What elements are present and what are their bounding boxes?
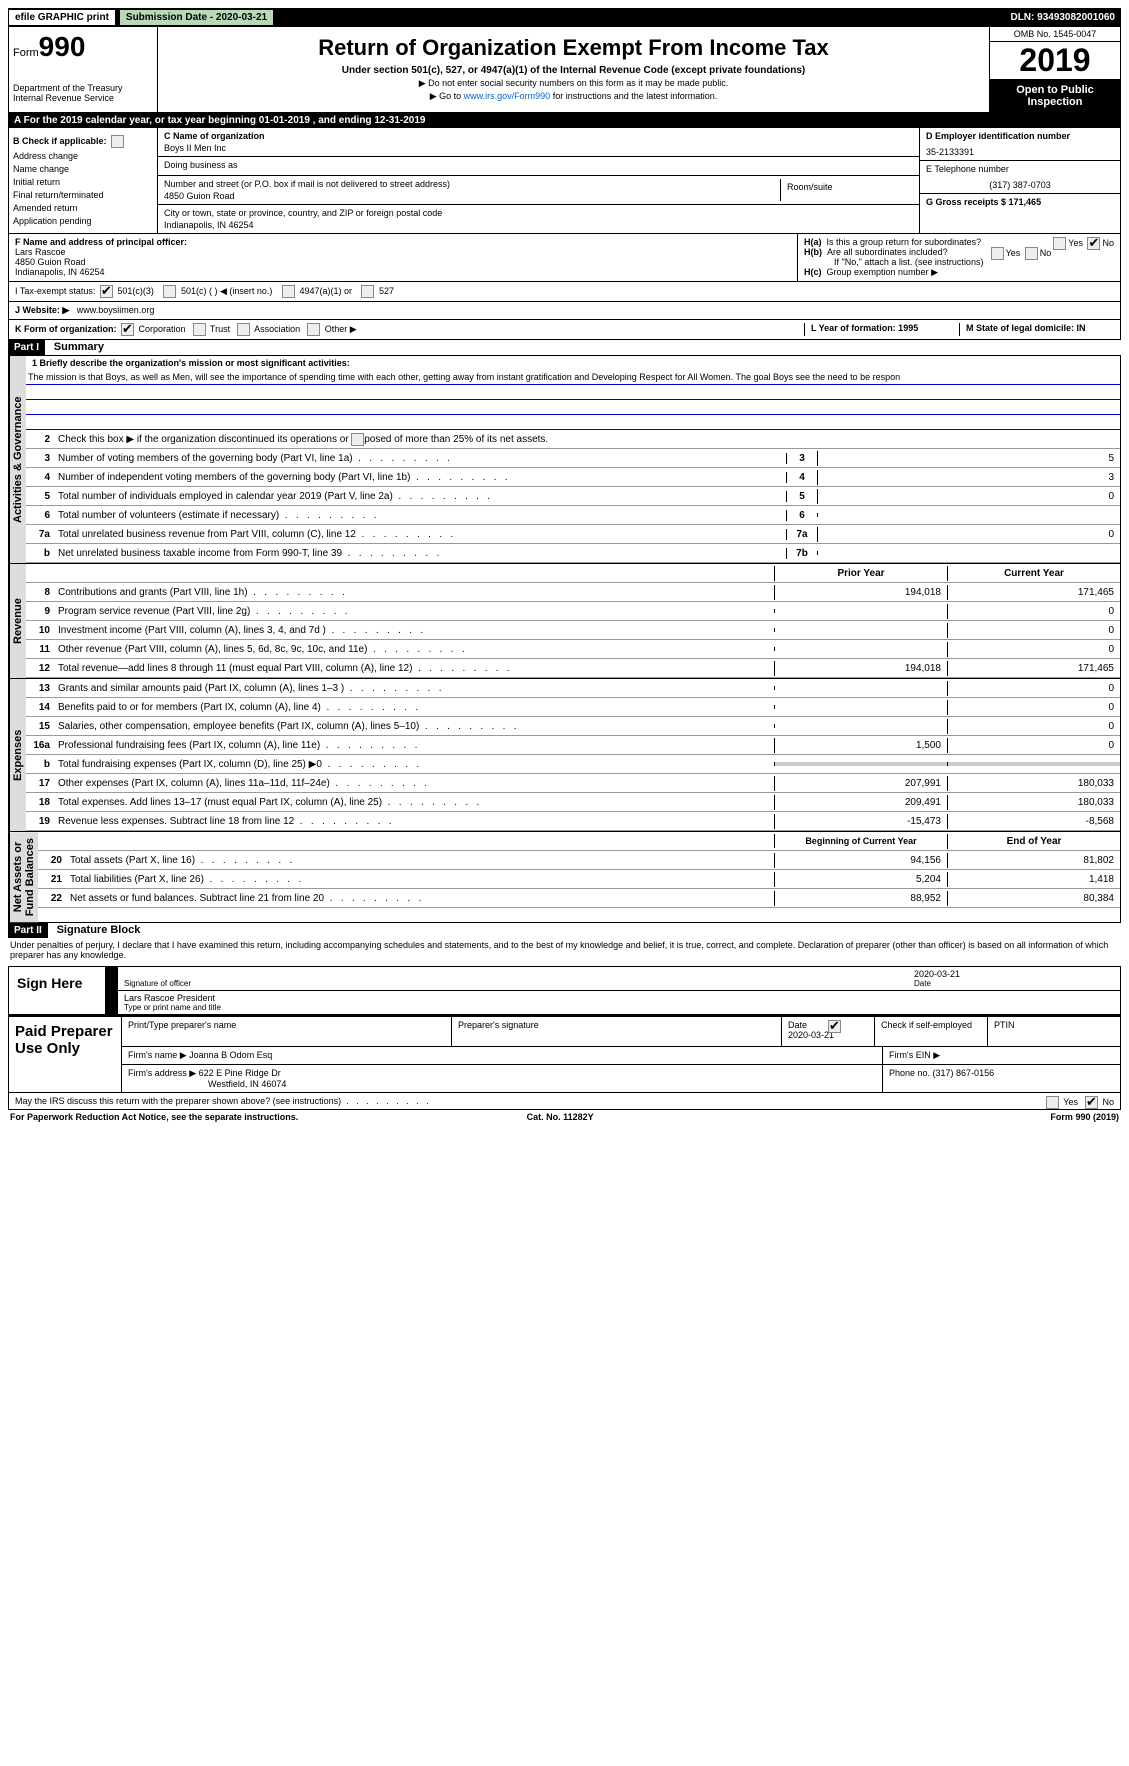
top-bar: efile GRAPHIC print Submission Date - 20… <box>8 8 1121 26</box>
expenses-section: Expenses 13Grants and similar amounts pa… <box>8 679 1121 832</box>
part1-header: Part I Summary <box>8 340 1121 355</box>
netassets-section: Net Assets or Fund Balances Beginning of… <box>8 832 1121 923</box>
note1: ▶ Do not enter social security numbers o… <box>164 78 983 89</box>
summary-row: 7aTotal unrelated business revenue from … <box>26 525 1120 544</box>
summary-row: 21Total liabilities (Part X, line 26)5,2… <box>38 870 1120 889</box>
summary-row: 8Contributions and grants (Part VIII, li… <box>26 583 1120 602</box>
summary-row: 22Net assets or fund balances. Subtract … <box>38 889 1120 908</box>
summary-row: 14Benefits paid to or for members (Part … <box>26 698 1120 717</box>
vtab-net: Net Assets or Fund Balances <box>9 832 38 922</box>
row-a: A For the 2019 calendar year, or tax yea… <box>8 113 1121 128</box>
officer-name-title: Lars Rascoe President <box>124 993 215 1003</box>
summary-row: 13Grants and similar amounts paid (Part … <box>26 679 1120 698</box>
row-f-h: F Name and address of principal officer:… <box>8 234 1121 282</box>
form-header: Form990 Department of the Treasury Inter… <box>8 26 1121 113</box>
note2: ▶ Go to www.irs.gov/Form990 for instruct… <box>164 91 983 102</box>
city: Indianapolis, IN 46254 <box>164 220 913 230</box>
summary-row: 4Number of independent voting members of… <box>26 468 1120 487</box>
omb: OMB No. 1545-0047 <box>990 27 1120 42</box>
part2-header: Part II Signature Block <box>8 923 1121 938</box>
summary-row: 15Salaries, other compensation, employee… <box>26 717 1120 736</box>
summary-row: 20Total assets (Part X, line 16)94,15681… <box>38 851 1120 870</box>
dept: Department of the Treasury Internal Reve… <box>13 83 153 103</box>
sign-here-block: Sign Here Signature of officer 2020-03-2… <box>8 966 1121 1016</box>
dln: DLN: 93493082001060 <box>1010 12 1121 23</box>
efile-label: efile GRAPHIC print <box>8 9 116 26</box>
checkbox[interactable] <box>111 135 124 148</box>
form-title: Return of Organization Exempt From Incom… <box>162 35 985 61</box>
vtab-revenue: Revenue <box>9 564 26 678</box>
ein: 35-2133391 <box>926 147 1114 157</box>
summary-row: 17Other expenses (Part IX, column (A), l… <box>26 774 1120 793</box>
irs-link[interactable]: www.irs.gov/Form990 <box>464 91 551 101</box>
may-irs-row: May the IRS discuss this return with the… <box>8 1093 1121 1110</box>
open-inspection: Open to Public Inspection <box>990 80 1120 112</box>
declaration: Under penalties of perjury, I declare th… <box>8 938 1121 962</box>
tax-year: 2019 <box>990 42 1120 80</box>
summary-row: 16aProfessional fundraising fees (Part I… <box>26 736 1120 755</box>
summary-row: 12Total revenue—add lines 8 through 11 (… <box>26 659 1120 678</box>
summary-row: bTotal fundraising expenses (Part IX, co… <box>26 755 1120 774</box>
header-middle: Return of Organization Exempt From Incom… <box>158 27 989 112</box>
summary-row: 9Program service revenue (Part VIII, lin… <box>26 602 1120 621</box>
summary-row: 11Other revenue (Part VIII, column (A), … <box>26 640 1120 659</box>
revenue-section: Revenue Prior YearCurrent Year 8Contribu… <box>8 564 1121 679</box>
submission-date: Submission Date - 2020-03-21 <box>120 10 273 25</box>
summary-row: 18Total expenses. Add lines 13–17 (must … <box>26 793 1120 812</box>
form-number: 990 <box>39 31 86 62</box>
footer: For Paperwork Reduction Act Notice, see … <box>8 1110 1121 1124</box>
website: www.boysiimen.org <box>77 305 155 315</box>
col-b-right: D Employer identification number 35-2133… <box>919 128 1120 233</box>
form-subtitle: Under section 501(c), 527, or 4947(a)(1)… <box>162 65 985 76</box>
section-b: B Check if applicable: Address change Na… <box>8 128 1121 234</box>
header-right: OMB No. 1545-0047 2019 Open to Public In… <box>989 27 1120 112</box>
summary-row: 19Revenue less expenses. Subtract line 1… <box>26 812 1120 831</box>
header-left: Form990 Department of the Treasury Inter… <box>9 27 158 112</box>
row-i: I Tax-exempt status: 501(c)(3) 501(c) ( … <box>8 282 1121 302</box>
summary-row: 10Investment income (Part VIII, column (… <box>26 621 1120 640</box>
vtab-activities: Activities & Governance <box>9 356 26 563</box>
vtab-expenses: Expenses <box>9 679 26 831</box>
arrow-icon <box>106 967 118 1014</box>
summary-row: bNet unrelated business taxable income f… <box>26 544 1120 563</box>
row-k: K Form of organization: Corporation Trus… <box>8 320 1121 340</box>
gross-receipts: G Gross receipts $ 171,465 <box>926 197 1041 207</box>
col-b-checks: B Check if applicable: Address change Na… <box>9 128 158 233</box>
org-name: Boys II Men Inc <box>164 143 913 153</box>
summary-row: 3Number of voting members of the governi… <box>26 449 1120 468</box>
paid-preparer: Paid Preparer Use Only Print/Type prepar… <box>8 1016 1121 1093</box>
activities-governance: Activities & Governance 1 Briefly descri… <box>8 355 1121 564</box>
col-b-mid: C Name of organization Boys II Men Inc D… <box>158 128 919 233</box>
phone: (317) 387-0703 <box>926 180 1114 190</box>
summary-row: 6Total number of volunteers (estimate if… <box>26 506 1120 525</box>
street: 4850 Guion Road <box>164 191 780 201</box>
form-prefix: Form <box>13 47 39 59</box>
row-j: J Website: ▶ www.boysiimen.org <box>8 302 1121 320</box>
mission-text: The mission is that Boys, as well as Men… <box>26 370 1120 385</box>
summary-row: 5Total number of individuals employed in… <box>26 487 1120 506</box>
officer-name: Lars Rascoe <box>15 247 66 257</box>
